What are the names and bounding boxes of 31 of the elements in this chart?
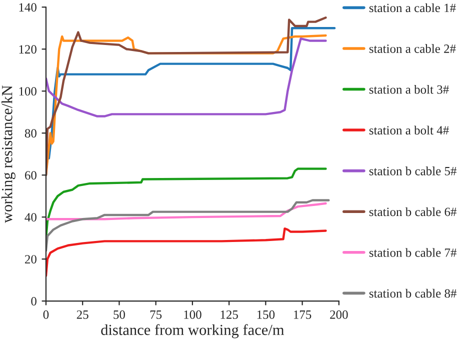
x-tick-label: 0 bbox=[43, 310, 49, 319]
x-axis-title: distance from working face/m bbox=[101, 324, 284, 338]
x-tick-label: 200 bbox=[330, 310, 348, 319]
y-tick-label: 0 bbox=[31, 297, 36, 306]
legend-label: station a cable 2# bbox=[369, 44, 456, 53]
line-series bbox=[46, 202, 327, 220]
legend-label: station a cable 1# bbox=[369, 3, 456, 12]
x-tick-label: 150 bbox=[257, 310, 275, 319]
legend-label: station b cable 6# bbox=[369, 207, 457, 216]
legend-label: station b cable 7# bbox=[369, 248, 457, 257]
x-tick-label: 75 bbox=[150, 310, 162, 319]
y-tick-label: 140 bbox=[19, 3, 36, 12]
x-tick-label: 50 bbox=[114, 310, 125, 319]
y-tick-label: 40 bbox=[24, 213, 36, 222]
line-series bbox=[46, 227, 327, 277]
y-tick-label: 120 bbox=[19, 45, 36, 54]
y-tick-label: 20 bbox=[25, 255, 36, 264]
y-tick-label: 60 bbox=[24, 171, 36, 180]
x-tick-label: 25 bbox=[76, 310, 88, 319]
y-axis-title: working resistance/kN bbox=[2, 85, 16, 224]
legend-label: station a bolt 3# bbox=[369, 84, 449, 94]
legend-label: station a bolt 4# bbox=[369, 126, 449, 135]
line-series bbox=[46, 199, 330, 252]
x-tick-label: 125 bbox=[220, 310, 238, 319]
legend-label: station b cable 5# bbox=[369, 166, 457, 176]
x-tick-label: 100 bbox=[184, 310, 202, 319]
y-tick-label: 80 bbox=[24, 129, 36, 138]
y-tick-label: 100 bbox=[19, 87, 36, 96]
x-tick-label: 175 bbox=[294, 310, 312, 319]
legend-label: station b cable 8# bbox=[369, 288, 457, 298]
line-series bbox=[46, 38, 327, 118]
